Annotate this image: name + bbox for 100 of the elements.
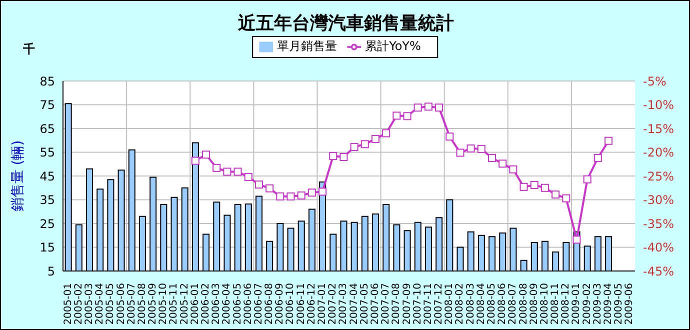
y2-tick-label: -5% — [643, 74, 666, 88]
x-tick-label: 2008-06 — [497, 283, 508, 325]
x-tick-label: 2008-04 — [476, 283, 487, 325]
point — [456, 148, 464, 157]
point — [360, 140, 369, 148]
point — [308, 188, 316, 197]
x-tick-label: 2007-09 — [402, 283, 413, 325]
point — [254, 180, 263, 189]
point — [276, 192, 284, 200]
x-tick-label: 2005-11 — [168, 283, 180, 325]
point — [446, 132, 454, 141]
x-tick-label: 2008-09 — [528, 283, 540, 325]
x-tick-label: 2009-05 — [614, 283, 625, 325]
x-tick-label: 2006-11 — [296, 283, 307, 325]
x-tick-label: 2008-02 — [454, 283, 466, 325]
x-tick-label: 2005-07 — [126, 283, 138, 325]
legend-label: 單月銷售量 — [277, 39, 338, 53]
point — [477, 144, 486, 153]
point — [594, 154, 602, 162]
x-tick-label: 2007-07 — [380, 283, 392, 325]
chart-title: 近五年台灣汽車銷售量統計 — [237, 12, 455, 35]
x-tick-label: 2005-08 — [136, 283, 148, 325]
point — [297, 191, 306, 200]
x-tick-label: 2008-08 — [518, 283, 530, 325]
y2-tick-label: -45% — [643, 264, 674, 278]
point — [572, 236, 581, 244]
point — [318, 188, 327, 196]
x-tick-label: 2007-03 — [338, 283, 350, 325]
legend-label: 累計YoY% — [365, 39, 421, 53]
point — [212, 164, 221, 172]
point — [414, 104, 422, 112]
y-tick-label: 85 — [40, 74, 55, 88]
x-tick-label: 2007-02 — [328, 283, 339, 325]
y2-tick-label: -30% — [643, 193, 674, 208]
point — [540, 184, 549, 192]
x-tick-label: 2007-10 — [412, 283, 424, 325]
point — [266, 184, 274, 192]
point — [424, 102, 432, 111]
point — [498, 160, 507, 168]
x-tick-label: 2005-01 — [62, 283, 74, 325]
x-tick-label: 2006-08 — [264, 283, 276, 325]
point — [530, 181, 538, 190]
point — [350, 143, 358, 152]
x-tick-label: 2007-04 — [348, 283, 360, 325]
y2-tick-label: -35% — [643, 216, 674, 231]
x-tick-label: 2007-11 — [422, 283, 434, 325]
y2-tick-label: -10% — [643, 98, 674, 112]
y2-tick-label: -40% — [643, 240, 674, 255]
x-tick-label: 2009-06 — [624, 283, 636, 325]
y-axis-title: 銷售量 (輛) — [10, 140, 26, 212]
text: 千 — [23, 41, 35, 58]
point — [562, 194, 570, 202]
y-tick-label: 55 — [40, 146, 55, 160]
point — [382, 129, 390, 138]
y2-tick-label: -20% — [643, 146, 674, 160]
point — [329, 152, 338, 160]
x-tick-label: 2007-08 — [391, 283, 402, 325]
point — [202, 150, 210, 159]
point — [520, 182, 528, 191]
x-tick-label: 2005-02 — [73, 283, 84, 325]
point — [552, 190, 560, 199]
x-tick-label: 2005-04 — [94, 283, 106, 325]
y-tick-label: 25 — [40, 216, 55, 231]
x-tick-label: 2006-04 — [222, 283, 233, 325]
x-tick-label: 2008-03 — [465, 283, 476, 325]
x-tick-label: 2008-12 — [560, 283, 572, 325]
point — [191, 156, 200, 165]
point — [403, 112, 412, 120]
x-tick-label: 2006-10 — [285, 283, 296, 325]
x-tick-label: 2009-03 — [592, 283, 604, 325]
x-tick-label: 2008-07 — [508, 283, 519, 325]
point — [234, 168, 242, 176]
point — [604, 136, 613, 145]
x-tick-label: 2006-06 — [242, 283, 254, 325]
point — [223, 168, 232, 176]
x-tick-label: 2008-10 — [539, 283, 550, 325]
y-tick-label: 35 — [40, 193, 55, 208]
point — [392, 112, 401, 120]
x-tick-label: 2006-09 — [274, 283, 286, 325]
x-tick-label: 2009-02 — [582, 283, 593, 325]
x-tick-label: 2007-12 — [434, 283, 445, 325]
y-tick-label: 45 — [40, 169, 55, 184]
x-tick-label: 2005-10 — [158, 283, 170, 325]
x-tick-label: 2005-09 — [148, 283, 159, 325]
point — [286, 192, 295, 200]
x-tick-label: 2006-03 — [211, 283, 222, 325]
y-tick-label: 65 — [40, 122, 55, 136]
x-tick-label: 2008-01 — [444, 283, 456, 325]
y-tick-label: 75 — [40, 98, 55, 112]
y-tick-label: 5 — [47, 264, 55, 278]
y2-tick-label: -15% — [643, 122, 674, 136]
point — [371, 134, 380, 143]
x-tick-label: 2005-05 — [105, 283, 116, 325]
x-tick-label: 2008-05 — [486, 283, 498, 325]
point — [340, 153, 348, 161]
x-tick-label: 2006-02 — [200, 283, 212, 325]
point — [583, 175, 592, 184]
x-tick-label: 2007-05 — [359, 283, 370, 325]
x-tick-label: 2005-06 — [116, 283, 127, 325]
y-tick-label: 15 — [40, 240, 55, 255]
